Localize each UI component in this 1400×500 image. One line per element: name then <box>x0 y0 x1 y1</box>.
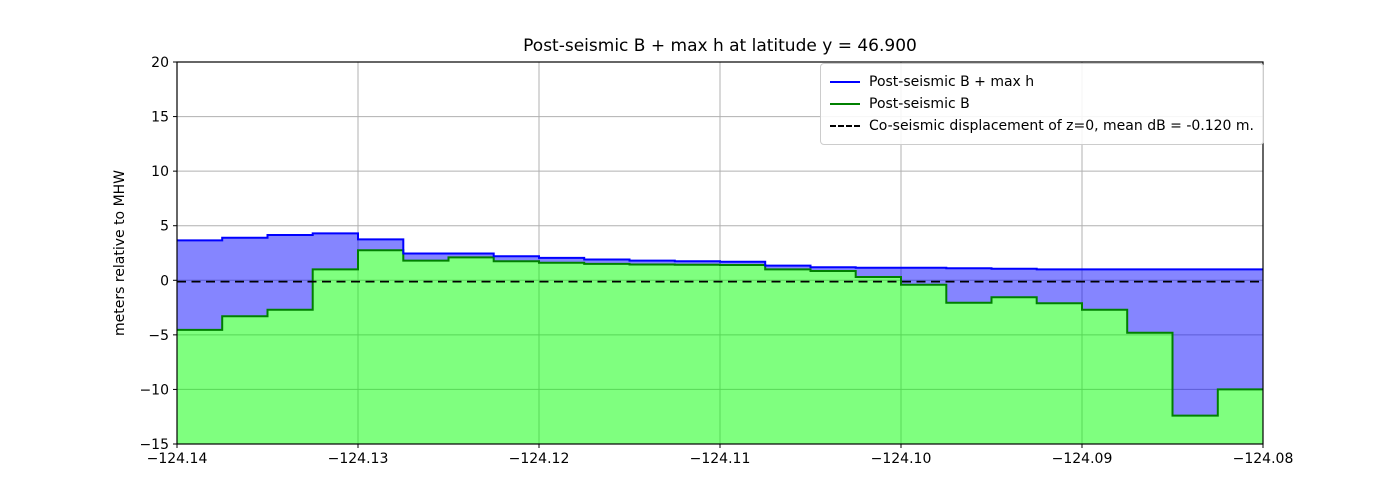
series-B-plus-maxh-area <box>177 233 1263 416</box>
series-B-plus-maxh-line <box>177 232 1263 271</box>
legend-line-dashed-icon <box>830 125 860 127</box>
legend-line-blue-icon <box>830 81 860 83</box>
legend-item: Co-seismic displacement of z=0, mean dB … <box>830 115 1254 137</box>
y-tick-label: 20 <box>151 55 169 71</box>
y-tick-label: −5 <box>148 328 169 344</box>
y-tick-label: 0 <box>160 273 169 289</box>
x-tick-label: −124.13 <box>328 451 389 467</box>
x-tick-label: −124.14 <box>147 451 208 467</box>
y-tick-label: 10 <box>151 164 169 180</box>
legend-item: Post-seismic B <box>830 93 1254 115</box>
y-tick-label: 5 <box>160 219 169 235</box>
legend-label: Post-seismic B <box>869 96 970 112</box>
legend-label: Co-seismic displacement of z=0, mean dB … <box>869 118 1254 134</box>
legend-line-green-icon <box>830 103 860 105</box>
y-tick-label: −15 <box>139 437 169 453</box>
legend-item: Post-seismic B + max h <box>830 71 1254 93</box>
x-tick-label: −124.10 <box>871 451 932 467</box>
chart-title: Post-seismic B + max h at latitude y = 4… <box>523 36 917 56</box>
x-tick-label: −124.09 <box>1052 451 1113 467</box>
x-tick-label: −124.08 <box>1233 451 1294 467</box>
y-tick-label: −10 <box>139 382 169 398</box>
legend-label: Post-seismic B + max h <box>869 74 1035 90</box>
legend: Post-seismic B + max h Post-seismic B Co… <box>820 63 1264 145</box>
series-post-seismic-B-line <box>177 249 1263 417</box>
y-tick-label: 15 <box>151 110 169 126</box>
x-tick-label: −124.12 <box>509 451 570 467</box>
x-tick-label: −124.11 <box>690 451 751 467</box>
